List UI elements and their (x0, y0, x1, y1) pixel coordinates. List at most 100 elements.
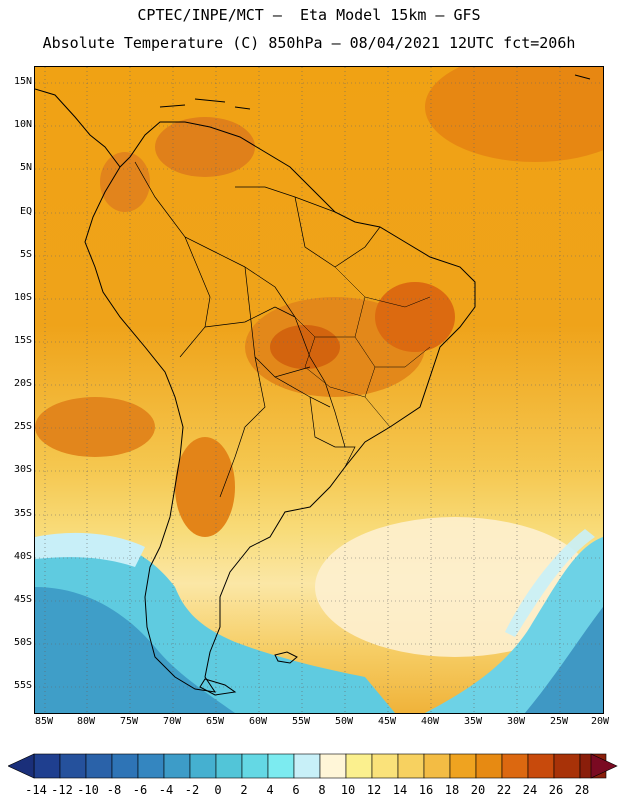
colorbar-label: 22 (496, 783, 512, 797)
lon-label: 45W (377, 716, 397, 727)
warm-core-caribbean (425, 67, 603, 162)
colorbar-label: 18 (444, 783, 460, 797)
colorbar-swatch (189, 753, 217, 779)
colorbar-swatch (241, 753, 269, 779)
tierra-del-fuego (199, 678, 237, 696)
title-line-1: CPTEC/INPE/MCT – Eta Model 15km – GFS (137, 6, 481, 24)
lon-label: 55W (291, 716, 311, 727)
colorbar-swatch (59, 753, 87, 779)
colorbar-swatch (553, 753, 581, 779)
lon-label: 60W (248, 716, 268, 727)
hot-core-central-brazil (270, 325, 340, 369)
colorbar-label: -14 (25, 783, 47, 797)
cold-strip-pacific (35, 532, 145, 567)
colorbar-label: 8 (318, 783, 326, 797)
colorbar-swatch (397, 753, 425, 779)
colorbar-label: 2 (240, 783, 248, 797)
colorbar (8, 753, 618, 779)
colorbar-swatch (319, 753, 347, 779)
colorbar-swatches (33, 753, 607, 779)
lon-label: 85W (34, 716, 54, 727)
falklands (274, 651, 298, 664)
lat-label: 40S (13, 551, 32, 562)
lat-label: 15S (13, 335, 32, 346)
lat-label: 20S (13, 378, 32, 389)
colorbar-label: 6 (292, 783, 300, 797)
warm-core-venezuela (155, 117, 255, 177)
colorbar-swatch (475, 753, 503, 779)
lat-label: 45S (13, 594, 32, 605)
colorbar-label: 10 (340, 783, 356, 797)
lat-label: 35S (13, 508, 32, 519)
lon-label: 50W (334, 716, 354, 727)
warm-core-colombia (100, 152, 150, 212)
colorbar-swatch (267, 753, 295, 779)
title-line-2: Absolute Temperature (C) 850hPa – 08/04/… (42, 34, 576, 52)
colorbar-label: 12 (366, 783, 382, 797)
colorbar-label: 16 (418, 783, 434, 797)
colorbar-low-arrow (8, 753, 35, 779)
colorbar-swatch (85, 753, 113, 779)
colorbar-label: 4 (266, 783, 274, 797)
colorbar-high-arrow (590, 753, 618, 779)
colorbar-label: 28 (574, 783, 590, 797)
warm-core-northeast (375, 282, 455, 352)
lat-label: 5N (19, 162, 32, 173)
colorbar-label: 14 (392, 783, 408, 797)
south-america-coast (84, 121, 476, 693)
lon-label: 30W (506, 716, 526, 727)
temperature-field (35, 67, 603, 713)
colorbar-swatch (293, 753, 321, 779)
colorbar-swatch (111, 753, 139, 779)
colorbar-swatch (137, 753, 165, 779)
colorbar-swatch (501, 753, 529, 779)
colorbar-swatch (527, 753, 555, 779)
colorbar-label: 26 (548, 783, 564, 797)
caribbean-islands (159, 74, 591, 110)
lon-label: 20W (590, 716, 610, 727)
cold-core-pacific (35, 587, 235, 713)
cold-strip-atlantic (505, 529, 595, 637)
colorbar-label: 24 (522, 783, 538, 797)
lat-label: 30S (13, 464, 32, 475)
colorbar-label: -4 (158, 783, 174, 797)
cream-band-south (315, 517, 595, 657)
lat-label: 55S (13, 680, 32, 691)
warm-core-argentina (175, 437, 235, 537)
lon-label: 70W (162, 716, 182, 727)
colorbar-swatch (449, 753, 477, 779)
colorbar-swatch (371, 753, 399, 779)
lon-label: 35W (463, 716, 483, 727)
graticule (35, 67, 603, 713)
lon-label: 75W (119, 716, 139, 727)
central-america-coast (35, 88, 121, 168)
colorbar-label: -6 (132, 783, 148, 797)
lat-label: EQ (19, 206, 32, 217)
colorbar-label: 0 (214, 783, 222, 797)
lon-label: 40W (420, 716, 440, 727)
brazil-states (294, 266, 431, 428)
cold-core-atlantic (525, 607, 603, 713)
cold-region-atlantic (425, 537, 603, 713)
lat-label: 25S (13, 421, 32, 432)
colorbar-label: -8 (106, 783, 122, 797)
colorbar-label: -2 (184, 783, 200, 797)
lat-label: 10S (13, 292, 32, 303)
coastlines-and-borders (35, 74, 591, 696)
colorbar-swatch (33, 753, 61, 779)
lon-label: 65W (205, 716, 225, 727)
colorbar-swatch (345, 753, 373, 779)
lat-label: 15N (13, 76, 32, 87)
warm-core-pacific (35, 397, 155, 457)
lat-label: 50S (13, 637, 32, 648)
colorbar-label: 20 (470, 783, 486, 797)
colorbar-label: -12 (51, 783, 73, 797)
lat-label: 10N (13, 119, 32, 130)
colorbar-swatch (215, 753, 243, 779)
colorbar-swatch (423, 753, 451, 779)
lat-label: 5S (19, 249, 32, 260)
colorbar-label: -10 (77, 783, 99, 797)
colorbar-swatch (163, 753, 191, 779)
lon-label: 25W (549, 716, 569, 727)
temperature-map (34, 66, 604, 714)
